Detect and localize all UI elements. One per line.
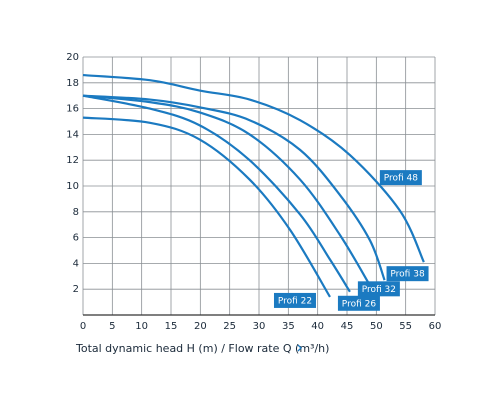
y-tick-label: 8 (73, 207, 79, 218)
legend-label: Profi 38 (390, 270, 425, 280)
x-tick-label: 10 (135, 321, 148, 332)
x-tick-label: 25 (223, 321, 236, 332)
curve (82, 94, 351, 293)
legend-tag (386, 266, 429, 282)
x-tick-label: 40 (311, 321, 324, 332)
y-tick-label: 12 (66, 155, 79, 166)
x-tick-label: 15 (165, 321, 178, 332)
x-axis-label: Total dynamic head H (m) / Flow rate Q (… (75, 342, 329, 355)
chevron-icon[interactable] (297, 344, 302, 352)
y-tick-label: 4 (73, 258, 79, 269)
y-tick-label: 20 (66, 52, 79, 63)
y-tick-label: 10 (66, 181, 79, 192)
curve (82, 94, 386, 281)
x-tick-label: 45 (341, 321, 354, 332)
y-tick-label: 14 (66, 129, 79, 140)
x-tick-label: 20 (194, 321, 207, 332)
legend-tag (379, 170, 422, 186)
curve (82, 94, 371, 286)
x-tick-label: 0 (80, 321, 86, 332)
x-tick-label: 50 (370, 321, 383, 332)
legend-label: Profi 26 (342, 299, 377, 309)
legend-tag (357, 281, 400, 297)
y-tick-label: 2 (73, 284, 79, 295)
y-tick-label: 6 (73, 233, 79, 244)
x-tick-label: 55 (399, 321, 412, 332)
y-tick-label: 16 (66, 104, 79, 115)
legend-label: Profi 22 (278, 296, 312, 306)
curve (82, 116, 331, 298)
legend-tag (337, 295, 380, 311)
x-tick-label: 60 (429, 321, 442, 332)
legend-label: Profi 48 (384, 174, 419, 184)
curve (82, 73, 425, 263)
legend-tag (273, 292, 316, 308)
x-tick-label: 30 (253, 321, 266, 332)
x-tick-label: 5 (109, 321, 115, 332)
y-tick-label: 18 (66, 78, 79, 89)
x-tick-label: 35 (282, 321, 295, 332)
legend-label: Profi 32 (362, 285, 396, 295)
